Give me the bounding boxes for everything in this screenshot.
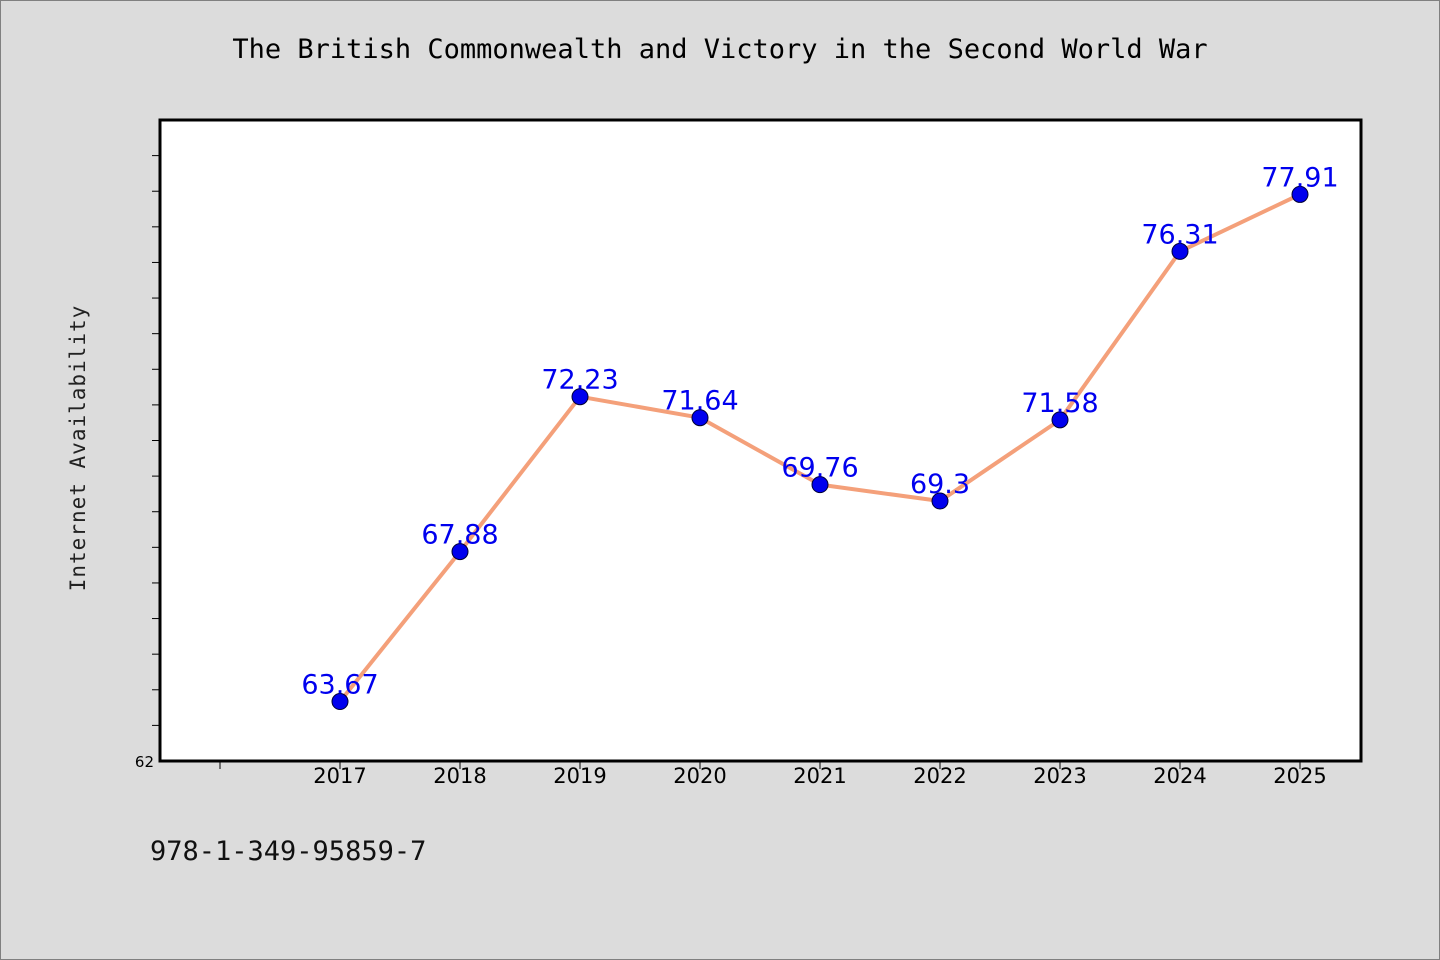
x-tick-label: 2022 <box>913 764 966 788</box>
x-tick-label: 2020 <box>673 764 726 788</box>
plot-area <box>158 118 1363 763</box>
marker-layer <box>331 185 1309 711</box>
data-point <box>451 543 469 561</box>
x-tick-label: 2019 <box>553 764 606 788</box>
data-point <box>691 409 709 427</box>
data-point <box>811 476 829 494</box>
x-tick-label: 2021 <box>793 764 846 788</box>
x-tick-label: 2025 <box>1273 764 1326 788</box>
data-label: 71.58 <box>1021 388 1098 419</box>
data-point <box>571 388 589 406</box>
data-label: 71.64 <box>661 386 738 417</box>
x-tick-label: 2024 <box>1153 764 1206 788</box>
isbn-code: 978-1-349-95859-7 <box>150 836 427 867</box>
data-point <box>1051 411 1069 429</box>
data-point <box>931 492 949 510</box>
x-tick-label: 2017 <box>313 764 366 788</box>
y-axis-label: Internet Availability <box>66 304 90 592</box>
data-label: 69.76 <box>781 453 858 484</box>
data-point <box>1291 185 1309 203</box>
data-label: 77.91 <box>1261 162 1338 193</box>
data-label: 63.67 <box>301 670 378 701</box>
y-tick-label: 62 <box>135 753 154 771</box>
data-label: 72.23 <box>541 365 618 396</box>
x-axis-ticks: 2017 2018 2019 2020 2021 2022 2023 2024 2025 <box>219 761 1327 788</box>
data-label: 69.3 <box>910 469 970 500</box>
data-point <box>331 693 349 711</box>
chart-title: The British Commonwealth and Victory in … <box>232 34 1208 65</box>
data-label: 76.31 <box>1141 219 1218 250</box>
x-tick-label: 2023 <box>1033 764 1086 788</box>
y-axis-ticks: 62 <box>135 155 160 771</box>
x-tick-label: 2018 <box>433 764 486 788</box>
data-label-layer: 63.67 67.88 72.23 71.64 69.76 69.3 71.58 76.31 7… <box>301 162 1338 700</box>
data-label: 67.88 <box>421 520 498 551</box>
data-point <box>1171 242 1189 260</box>
